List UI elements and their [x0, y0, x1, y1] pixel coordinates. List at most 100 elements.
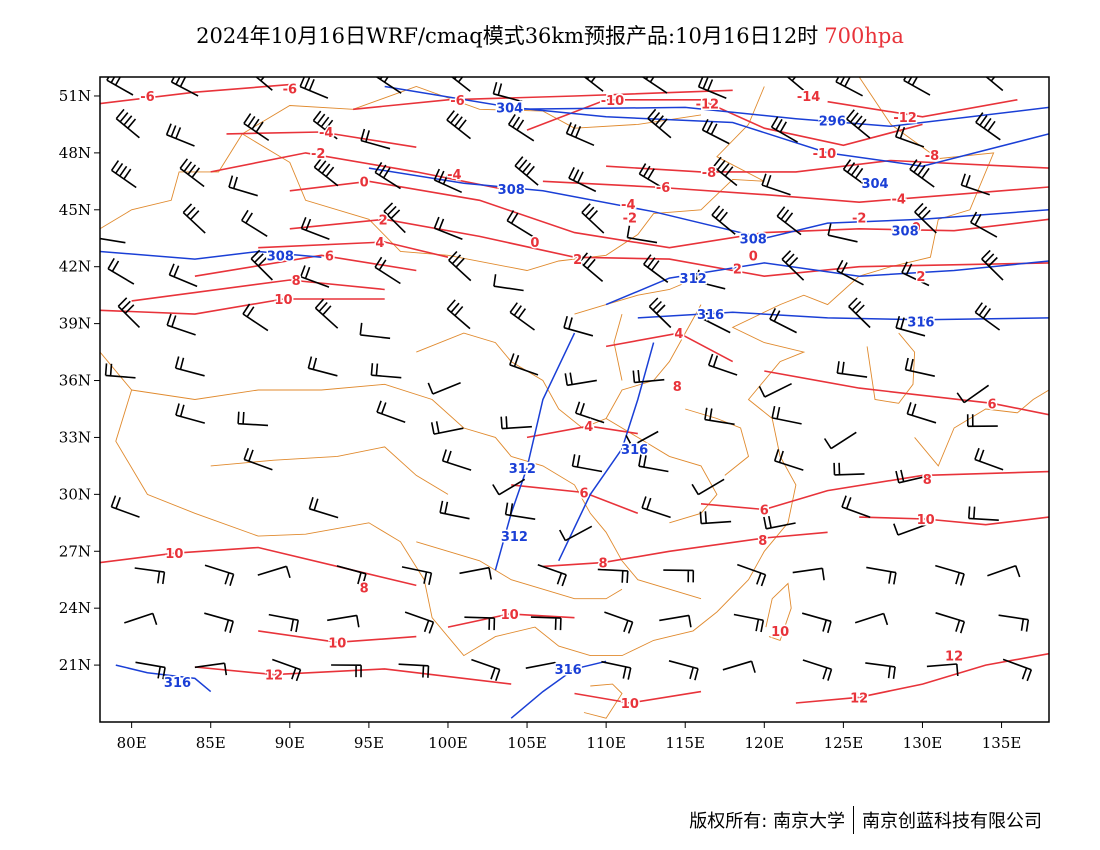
contour-label: -12 [893, 111, 917, 126]
temperature-contour [100, 546, 417, 587]
wind-barb [427, 382, 461, 395]
contour-label: 4 [674, 327, 683, 342]
wind-barb [846, 109, 871, 139]
lon-tick-label: 100E [428, 734, 468, 752]
contour-label: 2 [573, 253, 582, 268]
wind-barb [179, 158, 205, 188]
contour-label: 10 [165, 547, 183, 562]
contour-label: 12 [265, 669, 283, 684]
wind-barb [430, 421, 464, 435]
contour-label: 316 [697, 308, 724, 323]
wind-barb [504, 502, 536, 520]
wind-barb [204, 612, 234, 634]
wind-barb [786, 77, 805, 92]
plot-frame [99, 76, 1050, 723]
height-contour [511, 106, 1049, 128]
wind-barb [893, 523, 927, 536]
wind-barb [699, 511, 732, 525]
wind-barb [500, 416, 532, 430]
wind-barb [574, 401, 605, 424]
wind-barb [865, 662, 896, 679]
wind-barb [668, 660, 699, 681]
border-line [511, 455, 702, 600]
wind-barb [563, 315, 594, 337]
wind-barb [697, 77, 727, 100]
wind-barb [771, 405, 802, 425]
wind-barb [935, 564, 965, 586]
wind-barb [558, 525, 593, 542]
wind-barb [446, 299, 471, 330]
temperature-contour [606, 159, 1049, 173]
contour-label: -4 [447, 168, 461, 183]
wind-barb [165, 123, 195, 147]
lon-tick-label: 115E [665, 734, 705, 752]
wind-barb [906, 402, 937, 424]
lat-tick-label: 45N [59, 201, 91, 219]
wind-barb [987, 564, 1021, 578]
contour-label: 12 [945, 650, 963, 665]
map-title: 2024年10月16日WRF/cmaq模式36km预报产品:10月16日12时 7… [0, 20, 1100, 50]
contour-label: 10 [328, 636, 346, 651]
lon-tick-label: 105E [507, 734, 547, 752]
wind-barb [376, 400, 406, 424]
wind-barb [638, 163, 666, 190]
contour-label: 12 [850, 691, 868, 706]
wind-barb [404, 611, 435, 634]
wind-barb [312, 110, 338, 140]
wind-barb [299, 77, 329, 99]
contour-label: 4 [584, 420, 593, 435]
wind-barb [433, 168, 463, 194]
wind-barb [895, 469, 929, 484]
wind-barb [601, 660, 632, 680]
wind-barb [638, 454, 669, 473]
lat-tick-label: 33N [59, 428, 91, 446]
wind-barb [104, 363, 136, 379]
contour-label: 304 [861, 177, 888, 192]
height-contour-lines [100, 85, 1049, 719]
lat-tick-label: 30N [59, 485, 91, 503]
lat-tick-label: 51N [59, 87, 91, 105]
lon-tick-label: 130E [903, 734, 943, 752]
wind-barb [802, 659, 833, 681]
wind-barb [663, 569, 695, 583]
contour-label: 0 [530, 236, 539, 251]
wind-barb [643, 254, 669, 283]
border-line [613, 313, 623, 381]
wind-barb [336, 565, 367, 586]
wind-barb [359, 322, 391, 340]
plot-background [100, 77, 1049, 722]
wind-barb [968, 506, 999, 521]
contour-label: 10 [274, 293, 292, 308]
contour-label: -6 [450, 94, 464, 109]
wind-barb [241, 209, 268, 237]
wind-barb [228, 175, 258, 197]
title-level: 700hpa [824, 24, 904, 48]
contour-label: 312 [501, 530, 528, 545]
lat-tick-label: 36N [59, 372, 91, 390]
wind-barb [758, 382, 792, 398]
wind-barb [514, 156, 539, 186]
wind-barb [530, 616, 562, 631]
wind-barb [604, 611, 634, 634]
wind-barb [722, 660, 756, 673]
contour-label: 6 [988, 397, 997, 412]
wind-barb [492, 81, 523, 103]
contour-label: 308 [891, 225, 918, 240]
wind-barb [448, 250, 472, 282]
wind-barb [583, 77, 604, 92]
border-line [242, 86, 702, 135]
contour-label: 10 [917, 513, 935, 528]
wind-barb [904, 357, 935, 377]
temperature-contour [447, 613, 575, 628]
temperature-contour [574, 690, 702, 704]
wind-barb [866, 566, 897, 585]
temperature-contour [526, 425, 638, 439]
wind-barb [707, 353, 738, 376]
lat-tick-label: 42N [59, 258, 91, 276]
wind-barb [970, 211, 998, 238]
temperature-contour [131, 279, 385, 302]
wind-barb [974, 302, 1001, 331]
wind-barb [441, 449, 472, 471]
wind-barb [383, 202, 406, 234]
lon-tick-label: 135E [982, 734, 1022, 752]
